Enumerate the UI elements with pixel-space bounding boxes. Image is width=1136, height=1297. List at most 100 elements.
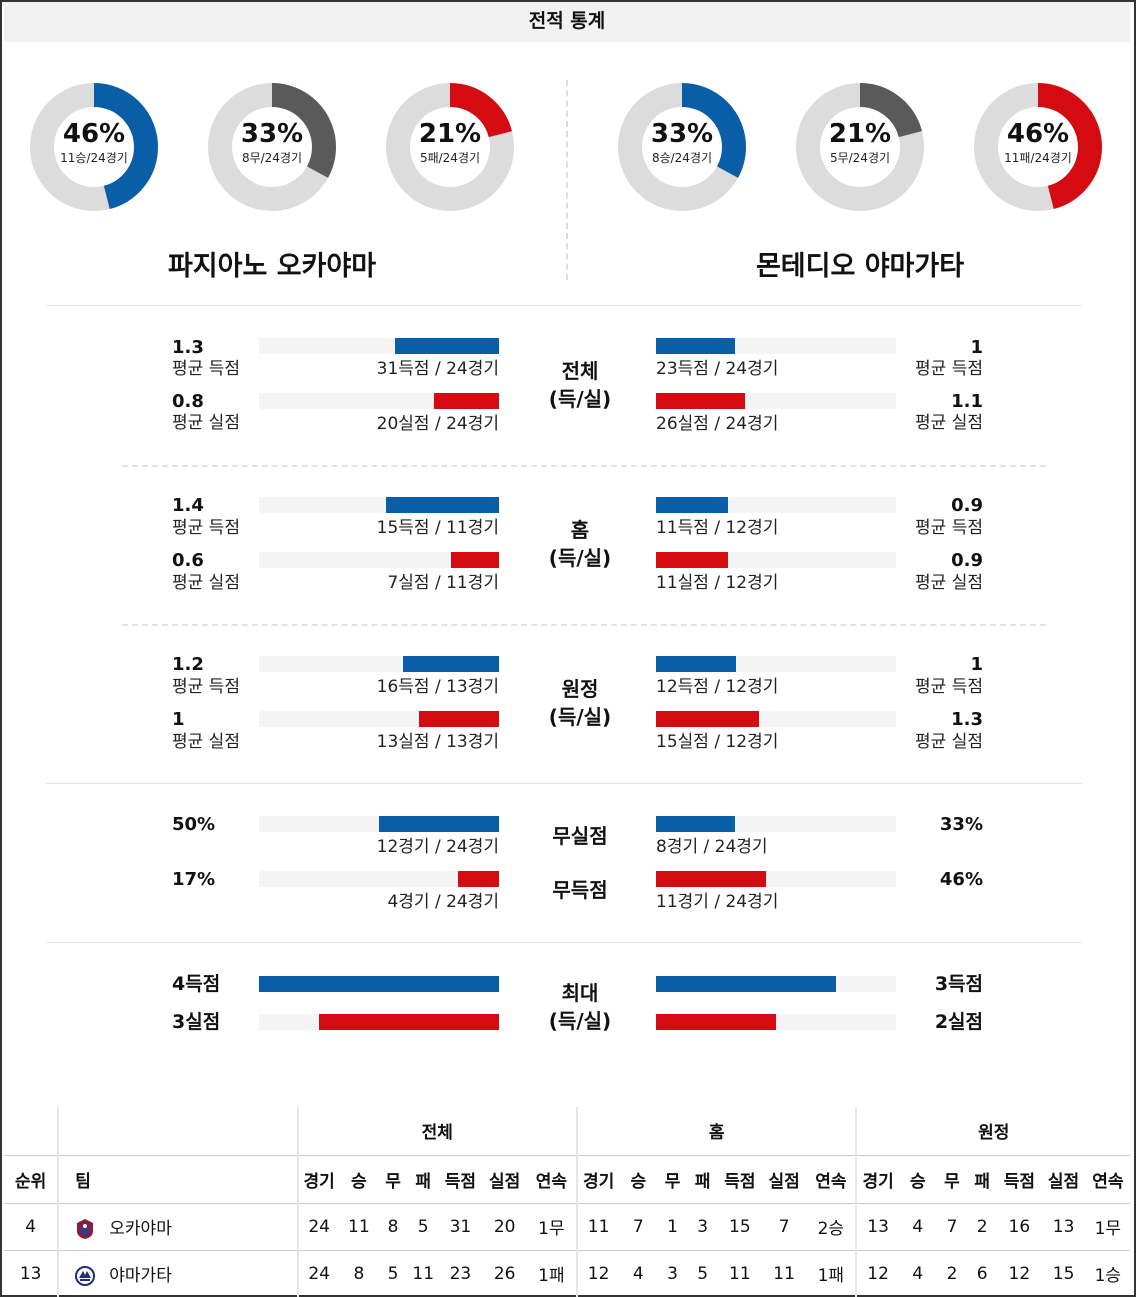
away-max-conceded-bar [656,1014,776,1030]
home-draw-donut: 33% 8무/24경기 [208,83,336,211]
home-max-scored-track [259,976,499,992]
home-conceded-bar [419,711,499,727]
stat-header: 연속 [806,1154,857,1203]
home-avg-scored-label: 평균 득점 [172,518,240,538]
stat-header: 득점 [438,1154,483,1203]
home-conceded-track [259,552,499,568]
stat-header: 득점 [717,1154,762,1203]
home-scored-track [259,338,499,354]
group-away-header: 원정 [855,1107,1130,1155]
home-conceded-caption: 7실점 / 11경기 [387,573,499,593]
stat-cell: 11 [761,1249,807,1297]
stat-header: 승 [898,1154,937,1203]
away-loss-donut: 46% 11패/24경기 [974,83,1102,211]
stat-cell: 13 [1041,1202,1086,1250]
donut-percent: 33% [240,119,304,149]
stat-header: 승 [339,1154,378,1203]
table-row: 13 야마가타 24 8 5 11 23 26 1패 12 4 3 5 11 1… [4,1249,1130,1297]
home-max-scored: 4득점 [172,973,221,995]
home-conceded-bar [451,552,499,568]
stat-cell: 23 [438,1249,483,1297]
donut-ring [618,83,746,211]
away-scored-track [656,338,896,354]
home-max-conceded-bar [319,1014,499,1030]
section-label-line1: 최대 [561,981,599,1005]
rank-cell: 4 [4,1202,59,1250]
stat-header: 무 [657,1154,688,1203]
home-conceded-track [259,711,499,727]
donut-ring [974,83,1102,211]
team-divider [566,80,568,280]
home-max-conceded: 3실점 [172,1011,221,1033]
stat-cell: 8 [377,1202,409,1250]
stat-cell: 3 [657,1249,688,1297]
away-avg-conceded-label: 평균 실점 [915,732,983,752]
donut-caption: 8무/24경기 [241,151,303,165]
home-no-goal-value: 17% [172,869,216,890]
stat-header: 연속 [526,1154,578,1203]
stat-cell: 6 [967,1249,998,1297]
away-conceded-track [656,552,896,568]
away-draw-donut: 21% 5무/24경기 [796,83,924,211]
stat-cell: 4 [898,1202,937,1250]
divider [46,942,1082,943]
home-avg-conceded-label: 평균 실점 [172,413,240,433]
group-home-header: 홈 [576,1107,857,1155]
donut-arc [796,83,924,211]
stat-header: 경기 [296,1154,340,1203]
section-label-line1: 전체 [561,359,599,383]
home-conceded-caption: 20실점 / 24경기 [376,414,499,434]
page-title: 전적 통계 [4,2,1130,42]
away-conceded-caption: 26실점 / 24경기 [656,414,779,434]
away-max-scored-bar [656,976,836,992]
home-nogoal-track [259,871,499,887]
away-avg-scored-value: 1 [970,337,983,358]
stat-cell: 1무 [526,1202,578,1250]
donut-percent: 46% [1006,119,1070,149]
donut-percent: 33% [650,119,714,149]
home-scored-track [259,656,499,672]
home-scored-bar [395,338,499,354]
stat-header: 경기 [576,1154,620,1203]
team-cell: 야마가타 [57,1249,298,1297]
away-scored-track [656,656,896,672]
stat-cell: 15 [717,1202,762,1250]
stat-cell: 3 [687,1202,718,1250]
home-nogoal-caption: 4경기 / 24경기 [387,892,499,912]
home-conceded-bar [434,393,499,409]
section-label-line2: (득/실) [548,1009,612,1033]
donut-ring [796,83,924,211]
team-name: 오카야마 [109,1218,172,1239]
away-scored-bar [656,656,736,672]
group-all-header: 전체 [296,1107,578,1155]
away-max-conceded-track [656,1014,896,1030]
home-clean-track [259,816,499,832]
home-loss-donut: 21% 5패/24경기 [386,83,514,211]
away-clean-sheet-value: 33% [939,814,983,835]
donut-caption: 5무/24경기 [829,151,891,165]
home-scored-bar [386,497,499,513]
home-nogoal-bar [458,871,499,887]
donut-percent: 21% [418,119,482,149]
home-avg-scored-value: 1.4 [172,495,204,516]
team-name: 야마가타 [109,1265,172,1286]
stat-cell: 31 [438,1202,483,1250]
home-scored-bar [403,656,499,672]
home-avg-scored-value: 1.3 [172,337,204,358]
stat-cell: 12 [997,1249,1042,1297]
home-avg-conceded-value: 0.8 [172,391,204,412]
no-goal-label: 무득점 [552,878,608,902]
section-label: 원정 (득/실) [520,675,640,731]
section-label-line2: (득/실) [548,546,612,570]
away-scored-caption: 12득점 / 12경기 [656,677,779,697]
home-clean-bar [379,816,499,832]
away-conceded-track [656,393,896,409]
stat-cell: 11 [717,1249,762,1297]
home-scored-caption: 15득점 / 11경기 [376,518,499,538]
donut-arc [208,83,336,211]
rank-header: 순위 [4,1154,59,1203]
stat-header: 실점 [761,1154,807,1203]
column-header-row: 순위 팀 경기 승 무 패 득점 실점 연속 경기 승 무 패 득점 실점 연속… [4,1154,1130,1203]
blank-cell [4,1107,58,1155]
